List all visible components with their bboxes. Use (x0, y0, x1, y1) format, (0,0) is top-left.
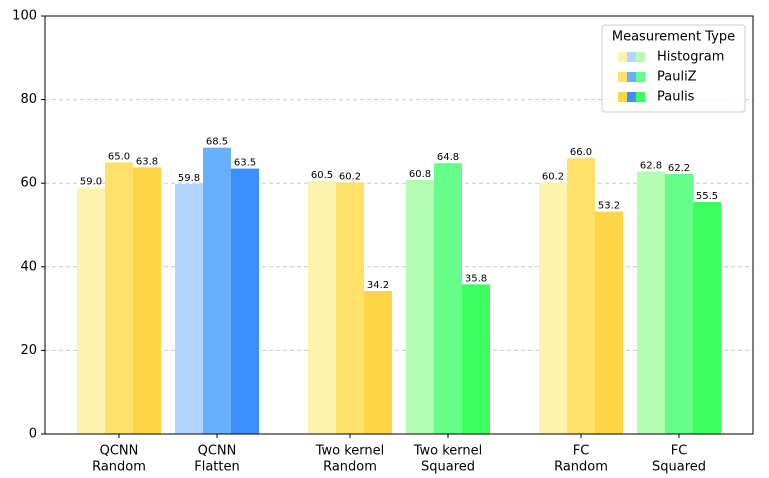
bar (231, 168, 259, 434)
x-tick-label: Random (323, 460, 377, 475)
x-tick-label: Flatten (194, 460, 240, 475)
value-label: 68.5 (206, 137, 228, 148)
value-label: 60.2 (339, 171, 361, 182)
legend-swatch (618, 92, 627, 102)
bar (336, 182, 364, 434)
x-tick-label: FC (573, 444, 590, 459)
x-tick-label: Squared (652, 460, 706, 475)
x-tick-label: Two kernel (413, 444, 483, 459)
value-label: 53.2 (598, 201, 620, 212)
value-label: 59.8 (178, 173, 200, 184)
bar (364, 291, 392, 434)
bar (434, 163, 462, 435)
legend-title: Measurement Type (612, 30, 735, 45)
bar (77, 187, 105, 434)
y-tick-label: 60 (20, 176, 37, 191)
legend-label: Histogram (657, 50, 724, 65)
x-tick-label: Two kernel (315, 444, 385, 459)
legend-label: Paulis (657, 90, 695, 105)
value-label: 60.2 (542, 171, 564, 182)
legend-swatch (618, 52, 627, 62)
value-label: 60.5 (311, 170, 333, 181)
bar (462, 284, 490, 434)
bar (308, 181, 336, 434)
legend-box (601, 24, 746, 113)
bar (105, 162, 133, 435)
legend-swatch (618, 72, 627, 82)
legend-label: PauliZ (657, 70, 697, 85)
y-tick-label: 20 (20, 343, 37, 358)
y-tick-label: 40 (20, 259, 37, 274)
legend-swatch (627, 92, 636, 102)
bar (637, 171, 665, 434)
legend-swatch (627, 52, 636, 62)
y-tick-label: 100 (12, 9, 37, 24)
bar (693, 202, 721, 434)
x-tick-label: Squared (421, 460, 475, 475)
bar (203, 147, 231, 435)
bar (175, 184, 203, 434)
legend-swatch (627, 72, 636, 82)
x-tick-label: QCNN (100, 444, 139, 459)
value-label: 35.8 (465, 273, 487, 284)
bar (567, 158, 595, 434)
bar (133, 167, 161, 435)
value-label: 66.0 (570, 147, 592, 158)
value-label: 64.8 (437, 152, 459, 163)
plot-frame (44, 15, 754, 435)
value-label: 55.5 (696, 191, 718, 202)
bar (665, 174, 693, 434)
x-tick-label: Random (554, 460, 608, 475)
legend-swatch (636, 52, 645, 62)
legend-swatch (636, 92, 645, 102)
value-label: 62.8 (640, 160, 662, 171)
value-label: 63.5 (234, 158, 256, 169)
x-tick-label: FC (671, 444, 688, 459)
value-label: 59.0 (80, 176, 102, 187)
y-tick-label: 0 (29, 427, 37, 442)
legend-swatch (636, 72, 645, 82)
value-label: 34.2 (367, 280, 389, 291)
y-tick-label: 80 (20, 92, 37, 107)
value-label: 62.2 (668, 163, 690, 174)
x-tick-label: Random (92, 460, 146, 475)
bar (595, 211, 623, 434)
bar (539, 182, 567, 434)
value-label: 63.8 (136, 156, 158, 167)
x-tick-label: QCNN (198, 444, 237, 459)
value-label: 60.8 (409, 169, 431, 180)
value-label: 65.0 (108, 151, 130, 162)
bar (406, 179, 434, 434)
